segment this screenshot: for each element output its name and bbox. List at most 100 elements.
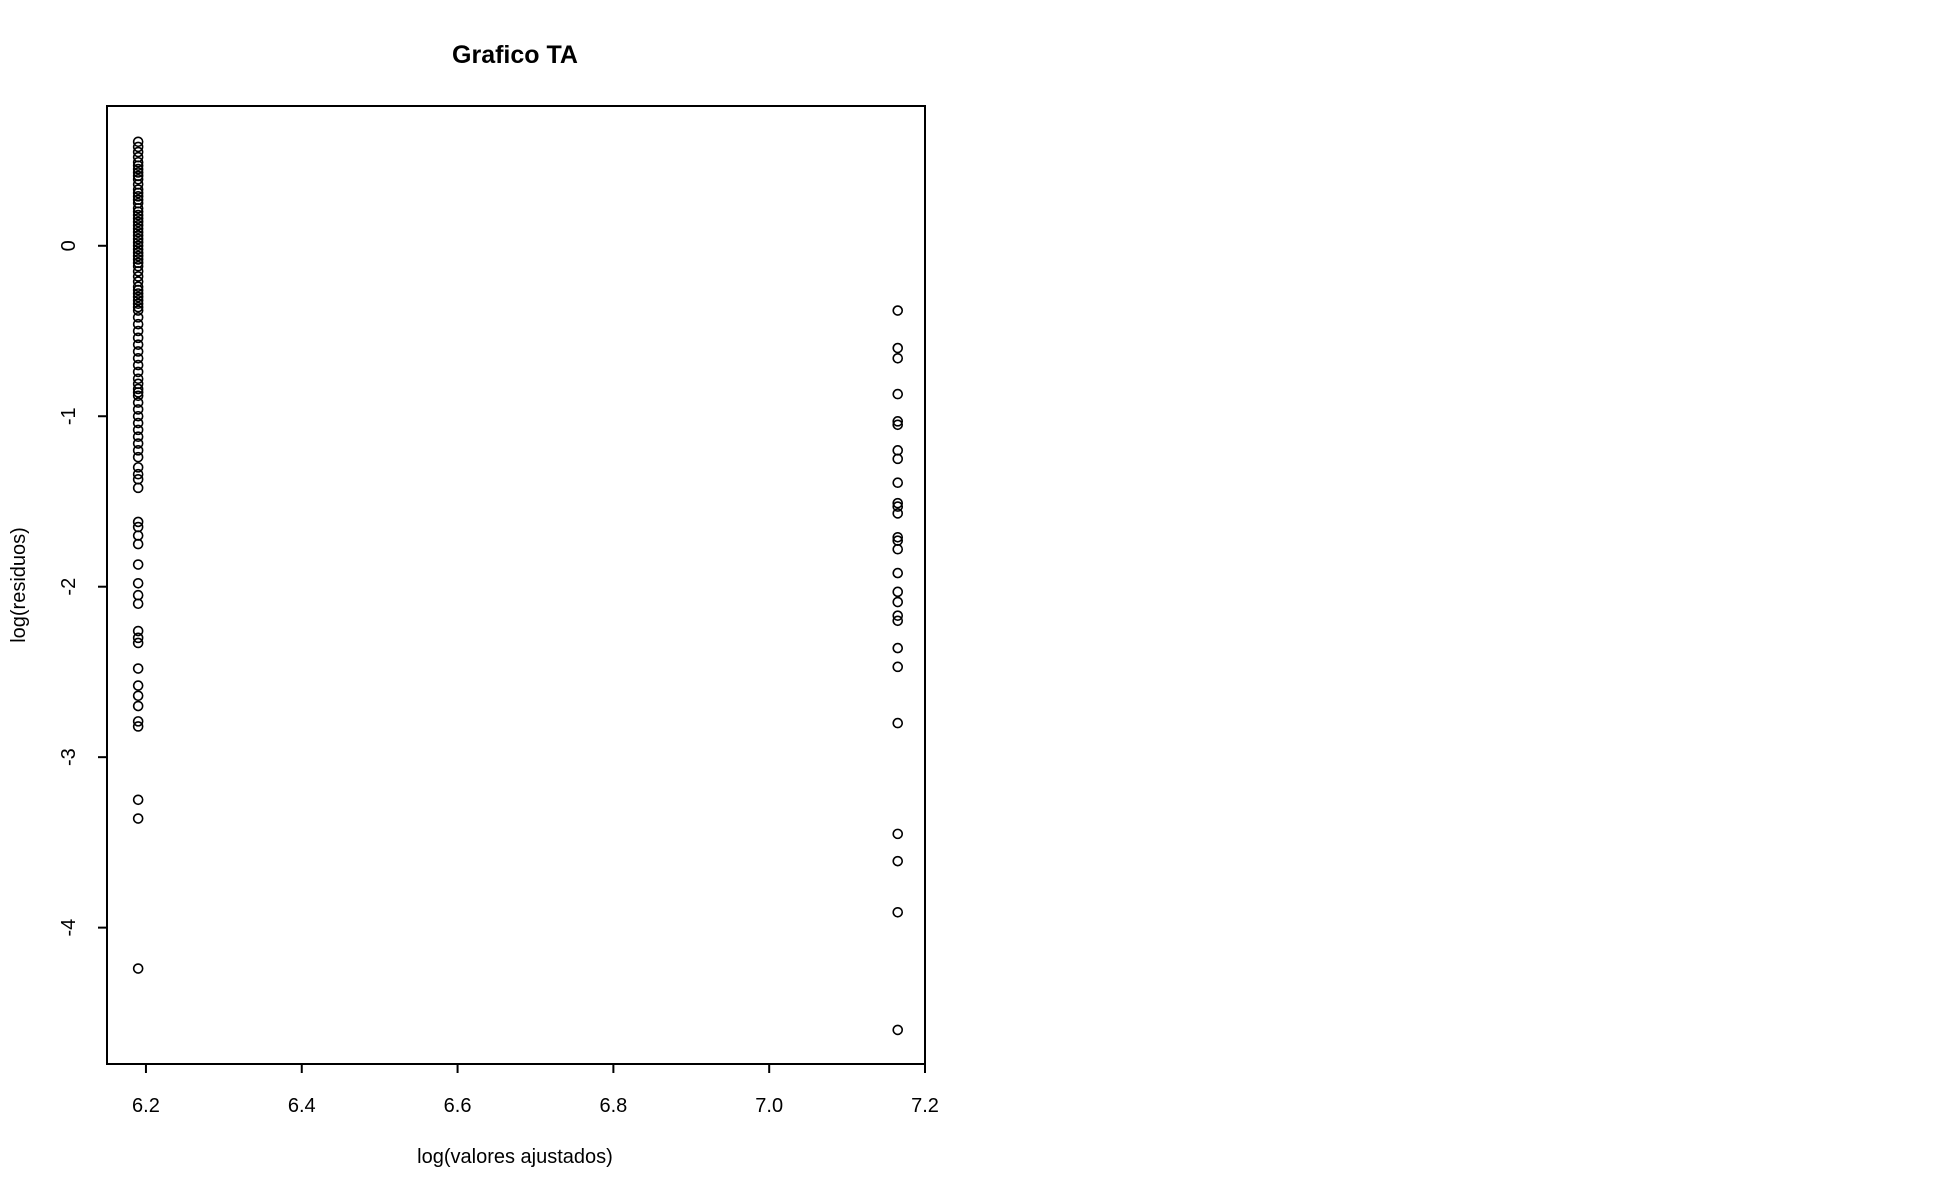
data-point bbox=[892, 828, 904, 840]
plot-frame bbox=[106, 105, 926, 1065]
data-point bbox=[132, 397, 144, 408]
data-point bbox=[132, 305, 144, 316]
data-point bbox=[132, 301, 144, 313]
data-point bbox=[132, 187, 144, 199]
y-tick-label: -3 bbox=[58, 748, 80, 766]
x-axis-label: log(valores ajustados) bbox=[417, 1146, 613, 1168]
data-point bbox=[132, 451, 144, 463]
data-point bbox=[892, 610, 904, 621]
data-point bbox=[132, 346, 144, 357]
data-point bbox=[892, 419, 904, 431]
data-point bbox=[892, 508, 904, 519]
data-point bbox=[132, 716, 144, 727]
data-point bbox=[132, 538, 144, 550]
data-point bbox=[132, 559, 144, 570]
data-point bbox=[892, 416, 904, 427]
data-point bbox=[132, 339, 144, 350]
data-point bbox=[132, 298, 144, 310]
data-point bbox=[132, 288, 144, 299]
x-tick-label: 6.4 bbox=[288, 1095, 316, 1117]
data-point bbox=[132, 424, 144, 436]
y-tick-label: -1 bbox=[58, 407, 80, 425]
data-point bbox=[132, 387, 144, 398]
data-point bbox=[132, 160, 144, 171]
data-point bbox=[132, 431, 144, 442]
data-point bbox=[132, 223, 144, 235]
data-point bbox=[132, 366, 144, 378]
data-point bbox=[132, 637, 144, 649]
y-tick-label: -2 bbox=[58, 578, 80, 596]
data-point bbox=[132, 462, 144, 473]
data-point bbox=[892, 855, 904, 867]
data-point bbox=[892, 342, 904, 354]
x-tick-label: 6.8 bbox=[599, 1095, 627, 1117]
data-point bbox=[132, 721, 144, 732]
data-point bbox=[132, 516, 144, 528]
data-point bbox=[132, 700, 144, 712]
data-point bbox=[132, 163, 144, 175]
data-point bbox=[132, 598, 144, 610]
data-point bbox=[132, 284, 144, 296]
data-point bbox=[892, 497, 904, 509]
y-tick-label: -4 bbox=[58, 919, 80, 937]
data-point bbox=[132, 352, 144, 364]
data-point bbox=[132, 577, 144, 589]
data-point bbox=[132, 230, 144, 241]
data-point bbox=[132, 254, 144, 265]
data-point bbox=[892, 567, 904, 579]
data-point bbox=[892, 352, 904, 364]
data-point bbox=[132, 247, 144, 258]
data-point bbox=[132, 417, 144, 429]
data-point bbox=[132, 233, 144, 245]
data-point bbox=[132, 390, 144, 402]
x-tick-label: 6.6 bbox=[444, 1095, 472, 1117]
data-point bbox=[892, 642, 904, 654]
x-axis: 6.2 6.4 6.6 6.8 7.0 7.2 bbox=[132, 1063, 939, 1117]
data-point bbox=[132, 206, 144, 217]
data-point bbox=[132, 209, 144, 221]
data-point bbox=[132, 373, 144, 385]
y-axis-label: log(residuos) bbox=[8, 527, 30, 643]
data-point bbox=[132, 632, 144, 644]
data-point bbox=[132, 237, 144, 248]
data-point bbox=[132, 663, 144, 674]
data-point bbox=[892, 543, 904, 555]
data-point bbox=[132, 202, 144, 214]
data-point bbox=[132, 404, 144, 415]
data-point bbox=[132, 690, 144, 702]
data-point bbox=[132, 281, 144, 292]
data-point bbox=[132, 250, 144, 262]
data-point bbox=[132, 220, 144, 231]
data-point bbox=[132, 359, 144, 371]
data-point bbox=[132, 794, 144, 806]
x-tick-label: 6.2 bbox=[132, 1095, 160, 1117]
data-point bbox=[892, 906, 904, 918]
data-point bbox=[132, 445, 144, 456]
data-point bbox=[132, 625, 144, 637]
data-point bbox=[132, 271, 144, 282]
data-point bbox=[132, 191, 144, 202]
data-point bbox=[132, 156, 144, 168]
data-point bbox=[132, 146, 144, 158]
data-point bbox=[132, 680, 144, 691]
data-point bbox=[132, 136, 144, 148]
data-point bbox=[892, 445, 904, 456]
data-point bbox=[892, 1024, 904, 1036]
data-point bbox=[132, 173, 144, 185]
data-point bbox=[892, 477, 904, 489]
data-point bbox=[132, 325, 144, 337]
data-point bbox=[892, 596, 904, 608]
data-point bbox=[132, 213, 144, 224]
y-tick-label: 0 bbox=[58, 240, 80, 251]
data-point bbox=[132, 383, 144, 395]
data-point bbox=[132, 530, 144, 541]
data-point bbox=[132, 332, 144, 344]
data-point bbox=[132, 184, 144, 195]
data-point bbox=[892, 305, 904, 316]
data-point bbox=[132, 312, 144, 323]
data-point bbox=[892, 586, 904, 598]
data-point bbox=[892, 453, 904, 465]
data-point bbox=[132, 468, 144, 480]
data-point bbox=[892, 531, 904, 543]
